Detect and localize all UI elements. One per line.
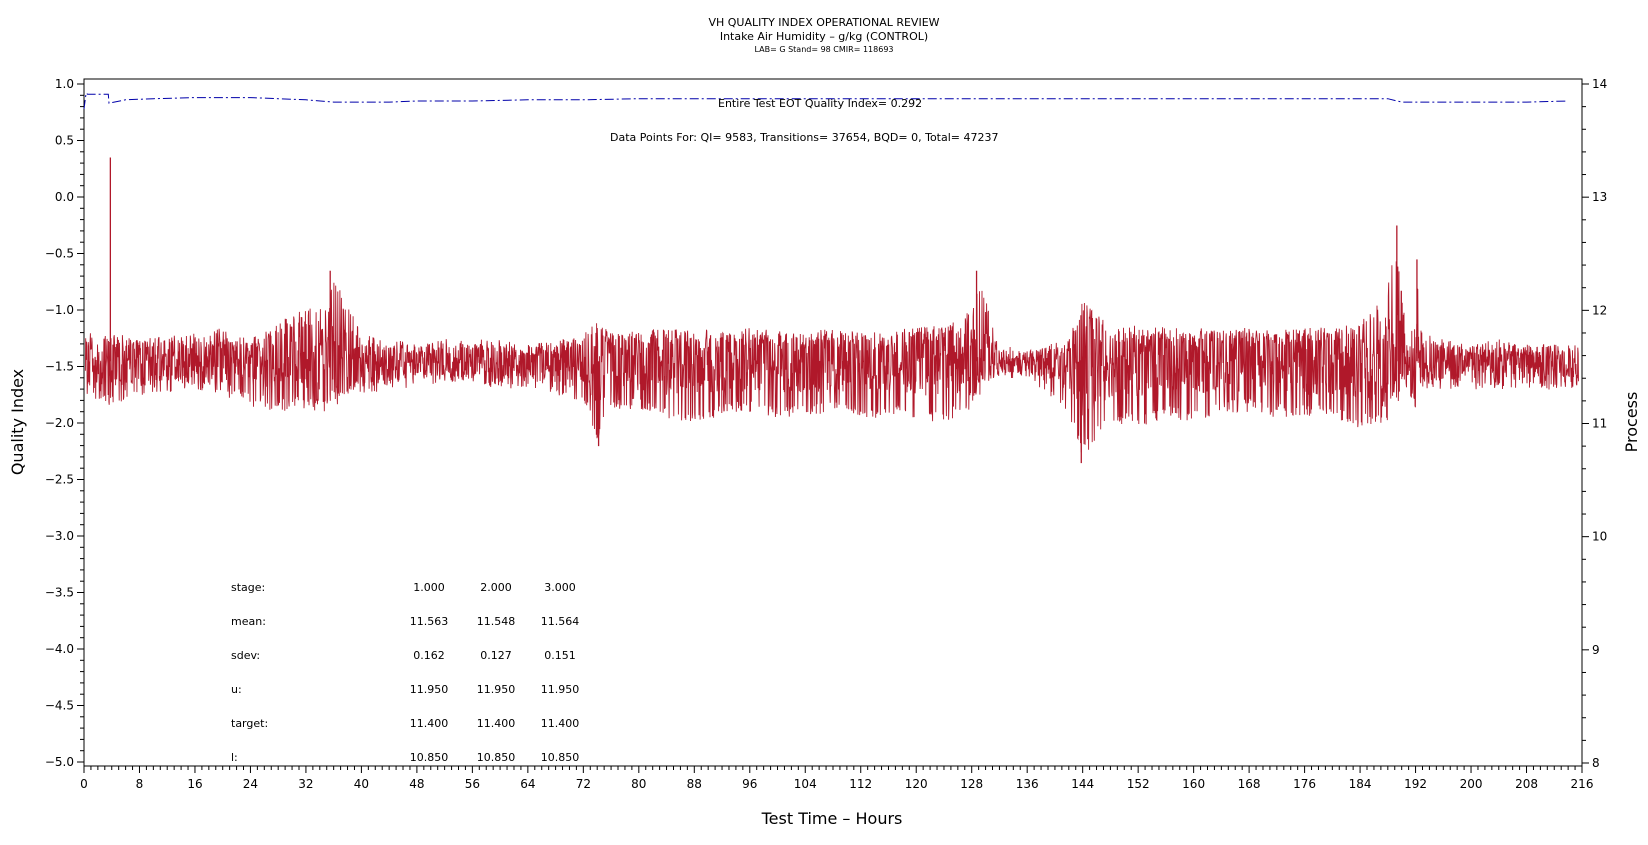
x-tick-label: 192 bbox=[1404, 777, 1427, 791]
y-tick-label: −2.5 bbox=[45, 473, 74, 487]
y-tick-label: −4.5 bbox=[45, 699, 74, 713]
x-tick-label: 64 bbox=[520, 777, 535, 791]
chart-subtitle: Intake Air Humidity – g/kg (CONTROL) bbox=[720, 30, 928, 43]
stats-cell: 0.151 bbox=[544, 649, 576, 662]
y-tick-label: 0.0 bbox=[55, 190, 74, 204]
quality-index-line bbox=[83, 92, 1569, 109]
x-tick-label: 48 bbox=[409, 777, 424, 791]
y2-tick-label: 11 bbox=[1592, 417, 1607, 431]
stats-row-label: l: bbox=[231, 751, 238, 764]
stats-cell: 11.548 bbox=[477, 615, 516, 628]
stats-cell: 11.400 bbox=[477, 717, 516, 730]
y2-tick-label: 8 bbox=[1592, 756, 1600, 770]
x-tick-label: 128 bbox=[960, 777, 983, 791]
x-tick-label: 56 bbox=[465, 777, 480, 791]
x-axis: 0 8 16 24 32 40 48 56 64 72 80 88 96 104 112 120 128 136 1… bbox=[80, 766, 1593, 791]
y-tick-label: −3.5 bbox=[45, 586, 74, 600]
stats-cell: 0.127 bbox=[480, 649, 512, 662]
x-tick-label: 200 bbox=[1460, 777, 1483, 791]
x-tick-label: 88 bbox=[687, 777, 702, 791]
y2-axis-title: Process bbox=[1622, 392, 1641, 453]
y-axis-right: 14 13 12 11 10 9 8 bbox=[1582, 77, 1607, 770]
y-tick-label: −2.0 bbox=[45, 416, 74, 430]
x-tick-label: 120 bbox=[905, 777, 928, 791]
x-tick-label: 168 bbox=[1238, 777, 1261, 791]
x-tick-label: 32 bbox=[298, 777, 313, 791]
stats-cell: 10.850 bbox=[541, 751, 580, 764]
x-tick-label: 184 bbox=[1349, 777, 1372, 791]
x-tick-label: 8 bbox=[136, 777, 144, 791]
stats-cell: 11.400 bbox=[541, 717, 580, 730]
y2-tick-label: 10 bbox=[1592, 530, 1607, 544]
x-tick-label: 144 bbox=[1071, 777, 1094, 791]
x-tick-label: 40 bbox=[354, 777, 369, 791]
y2-tick-label: 9 bbox=[1592, 643, 1600, 657]
x-tick-label: 136 bbox=[1016, 777, 1039, 791]
stats-cell: 11.950 bbox=[477, 683, 516, 696]
stats-cell: 0.162 bbox=[413, 649, 445, 662]
x-tick-label: 0 bbox=[80, 777, 88, 791]
x-tick-label: 208 bbox=[1515, 777, 1538, 791]
x-tick-label: 96 bbox=[742, 777, 757, 791]
y-tick-label: −4.0 bbox=[45, 642, 74, 656]
x-tick-label: 104 bbox=[794, 777, 817, 791]
x-tick-label: 24 bbox=[243, 777, 258, 791]
x-tick-label: 72 bbox=[576, 777, 591, 791]
x-tick-label: 80 bbox=[631, 777, 646, 791]
y2-tick-label: 13 bbox=[1592, 190, 1607, 204]
stats-cell: 2.000 bbox=[480, 581, 512, 594]
stats-row-label: mean: bbox=[231, 615, 266, 628]
x-tick-label: 160 bbox=[1182, 777, 1205, 791]
process-trace bbox=[84, 261, 1579, 453]
y-axis-title: Quality Index bbox=[8, 369, 27, 475]
x-tick-label: 112 bbox=[849, 777, 872, 791]
stats-cell: 11.950 bbox=[410, 683, 449, 696]
x-tick-label: 216 bbox=[1571, 777, 1594, 791]
y2-tick-label: 12 bbox=[1592, 303, 1607, 317]
stats-cell: 10.850 bbox=[410, 751, 449, 764]
stats-row-label: stage: bbox=[231, 581, 265, 594]
data-points-summary: Data Points For: QI= 9583, Transitions= … bbox=[610, 131, 999, 144]
y-tick-label: −1.5 bbox=[45, 360, 74, 374]
stats-cell: 11.950 bbox=[541, 683, 580, 696]
stats-cell: 11.563 bbox=[410, 615, 449, 628]
stats-cell: 1.000 bbox=[413, 581, 445, 594]
x-tick-label: 152 bbox=[1127, 777, 1150, 791]
stats-cell: 11.564 bbox=[541, 615, 580, 628]
y-tick-label: −5.0 bbox=[45, 755, 74, 769]
y-axis-left: 1.0 0.5 0.0 −0.5 −1.0 −1.5 −2.0 −2.5 −3.0 −3.5 −4.… bbox=[45, 77, 84, 769]
y-tick-label: −0.5 bbox=[45, 247, 74, 261]
stats-cell: 11.400 bbox=[410, 717, 449, 730]
stats-row-label: target: bbox=[231, 717, 268, 730]
x-axis-title: Test Time – Hours bbox=[761, 809, 903, 828]
stats-cell: 10.850 bbox=[477, 751, 516, 764]
y-tick-label: 1.0 bbox=[55, 77, 74, 91]
x-tick-label: 16 bbox=[187, 777, 202, 791]
process-series bbox=[84, 157, 1579, 464]
y-tick-label: 0.5 bbox=[55, 134, 74, 148]
chart-subtitle-2: LAB= G Stand= 98 CMIR= 118693 bbox=[754, 45, 893, 54]
stats-table: stage: 1.000 2.000 3.000 mean: 11.563 11.548 11… bbox=[231, 581, 579, 764]
y2-tick-label: 14 bbox=[1592, 77, 1607, 91]
stats-row-label: u: bbox=[231, 683, 242, 696]
x-tick-label: 176 bbox=[1293, 777, 1316, 791]
y-tick-label: −3.0 bbox=[45, 529, 74, 543]
eot-quality-index: Entire Test EOT Quality Index= 0.292 bbox=[718, 97, 922, 110]
chart-title: VH QUALITY INDEX OPERATIONAL REVIEW bbox=[708, 16, 939, 29]
quality-index-series bbox=[83, 92, 1569, 109]
stats-cell: 3.000 bbox=[544, 581, 576, 594]
stats-row-label: sdev: bbox=[231, 649, 260, 662]
y-tick-label: −1.0 bbox=[45, 303, 74, 317]
